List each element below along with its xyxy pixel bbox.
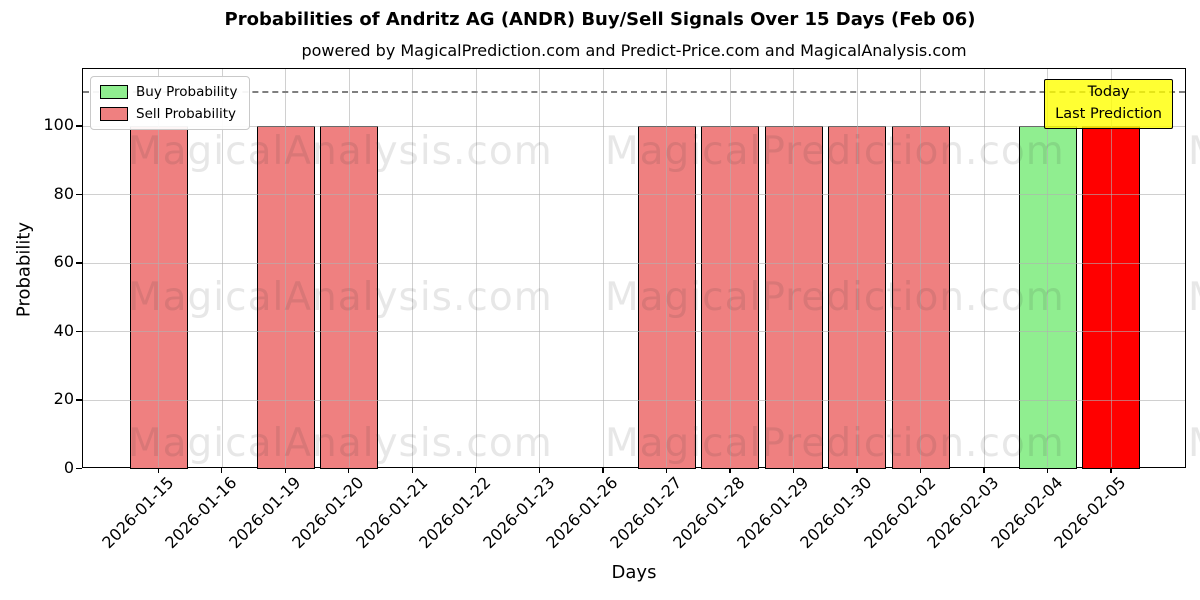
v-gridline — [285, 69, 287, 467]
y-tick-label: 20 — [53, 389, 74, 409]
y-tick-mark — [76, 468, 82, 470]
x-tick-mark — [1046, 468, 1049, 473]
y-tick-mark — [76, 262, 82, 264]
y-tick-mark — [76, 125, 82, 127]
h-gridline — [83, 125, 1185, 127]
v-gridline — [158, 69, 160, 467]
h-gridline — [83, 262, 1185, 264]
x-tick-mark — [602, 468, 604, 473]
threshold-line — [83, 90, 1185, 93]
x-tick-mark — [284, 468, 286, 473]
chart-subtitle: powered by MagicalPrediction.com and Pre… — [301, 41, 967, 60]
x-tick-mark — [856, 468, 858, 473]
v-gridline — [729, 69, 731, 467]
x-axis-label: Days — [611, 562, 657, 583]
v-gridline — [221, 69, 223, 467]
y-tick-mark — [76, 330, 82, 333]
watermark-text: MagicalAnalysis.com — [128, 129, 553, 174]
watermark-text: MagicalAnalysis.com — [1188, 278, 1200, 317]
h-gridline — [83, 194, 1185, 196]
x-tick-mark — [665, 468, 668, 473]
y-tick-label: 60 — [53, 252, 74, 272]
y-tick-label: 0 — [63, 458, 74, 477]
v-gridline — [539, 69, 541, 467]
buy-swatch — [100, 85, 128, 99]
annotation-line-1: Today — [1087, 84, 1130, 100]
x-tick-mark — [919, 468, 922, 473]
v-gridline — [856, 69, 858, 467]
x-tick-mark — [792, 468, 795, 473]
x-tick-mark — [729, 468, 731, 473]
legend-item-sell: Sell Probability — [100, 106, 237, 122]
x-tick-mark — [348, 468, 350, 473]
x-tick-mark — [221, 468, 223, 473]
y-tick-label: 100 — [43, 115, 74, 135]
h-gridline — [83, 331, 1185, 333]
watermark-text: MagicalAnalysis.com — [1188, 132, 1200, 171]
today-annotation: Today Last Prediction — [1044, 79, 1173, 129]
legend-item-buy: Buy Probability — [100, 84, 237, 100]
v-gridline — [1110, 69, 1112, 467]
v-gridline — [666, 69, 668, 467]
x-tick-mark — [538, 468, 540, 473]
v-gridline — [348, 69, 350, 467]
chart-title: Probabilities of Andritz AG (ANDR) Buy/S… — [224, 9, 976, 30]
v-gridline — [602, 69, 604, 467]
watermark-text: MagicalPrediction.com — [605, 275, 1065, 320]
v-gridline — [1047, 69, 1049, 467]
x-tick-mark — [411, 468, 413, 473]
v-gridline — [412, 69, 414, 467]
legend-label-sell: Sell Probability — [136, 106, 237, 122]
watermark-text: MagicalPrediction.com — [605, 421, 1065, 466]
watermark-text: MagicalAnalysis.com — [128, 275, 553, 320]
v-gridline — [793, 69, 795, 467]
legend: Buy Probability Sell Probability — [90, 76, 251, 130]
watermark-text: MagicalAnalysis.com — [1188, 424, 1200, 463]
plot-area — [82, 68, 1186, 469]
watermark-text: MagicalPrediction.com — [605, 129, 1065, 174]
y-tick-mark — [76, 193, 82, 196]
x-tick-mark — [475, 468, 477, 473]
legend-label-buy: Buy Probability — [136, 84, 238, 100]
v-gridline — [983, 69, 985, 467]
annotation-line-2: Last Prediction — [1055, 105, 1162, 122]
v-gridline — [920, 69, 922, 467]
sell-swatch — [100, 107, 128, 121]
y-tick-label: 80 — [53, 183, 74, 203]
x-tick-mark — [157, 468, 159, 473]
y-tick-label: 40 — [53, 320, 74, 340]
x-tick-mark — [983, 468, 985, 473]
h-gridline — [83, 399, 1185, 401]
watermark-text: MagicalAnalysis.com — [128, 421, 553, 466]
x-tick-mark — [1110, 468, 1112, 473]
y-tick-mark — [76, 399, 82, 401]
v-gridline — [475, 69, 477, 467]
